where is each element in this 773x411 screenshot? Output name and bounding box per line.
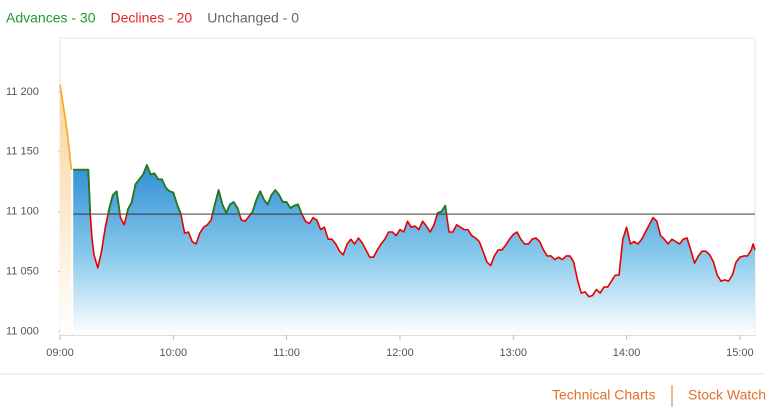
footer-link[interactable]: Technical Charts: [552, 387, 656, 403]
legend-item: Advances - 30: [6, 10, 96, 26]
x-tick-label: 15:00: [726, 347, 754, 359]
x-tick-label: 11:00: [273, 347, 300, 359]
footer-link[interactable]: Stock Watch: [688, 387, 766, 403]
y-tick-label: 11 050: [6, 265, 39, 277]
line: [73, 164, 756, 298]
y-tick-label: 11 150: [6, 146, 39, 158]
legend-item: Unchanged - 0: [207, 10, 299, 26]
x-tick-label: 10:00: [160, 347, 188, 359]
y-tick-label: 11 000: [6, 325, 39, 337]
x-tick-label: 12:00: [386, 347, 414, 359]
x-tick-label: 13:00: [499, 347, 527, 359]
x-tick-label: 14:00: [613, 347, 641, 359]
y-tick-label: 11 100: [6, 206, 39, 218]
y-tick-label: 11 200: [6, 86, 39, 98]
x-tick-label: 09:00: [46, 347, 74, 359]
legend-item: Declines - 20: [111, 10, 193, 26]
line: [59, 84, 73, 170]
